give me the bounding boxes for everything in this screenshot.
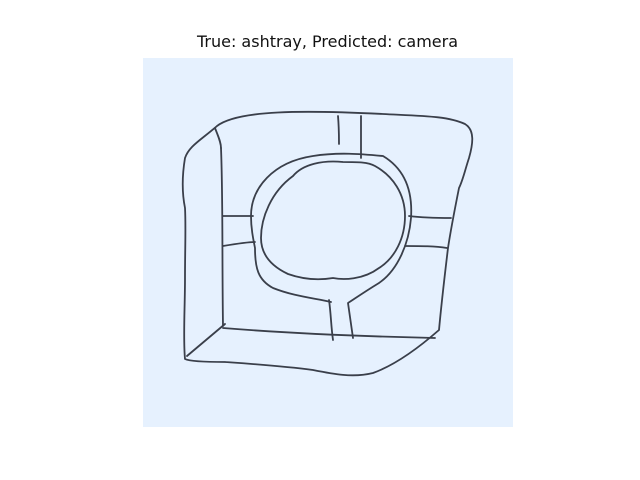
sketch-spoke-right-bottom xyxy=(404,245,448,249)
sketch-ring-inner xyxy=(260,160,406,281)
ashtray-sketch xyxy=(181,110,474,377)
sketch-outer-outline xyxy=(181,110,474,377)
sketch-spoke-top-left xyxy=(337,115,340,145)
sketch-bottom-left-bevel xyxy=(186,323,226,357)
sketch-inner-bottom-edge xyxy=(222,327,436,339)
sketch-spoke-bottom-left xyxy=(328,299,334,341)
sketch-left-edge xyxy=(220,147,224,327)
sketch-ring-outer xyxy=(250,152,413,339)
sketch-spoke-left-bottom xyxy=(222,241,256,247)
sketch-spoke-right-top xyxy=(408,215,452,219)
sketch-panel xyxy=(143,58,513,427)
sketch-top-left-bevel xyxy=(214,127,222,149)
figure-title: True: ashtray, Predicted: camera xyxy=(196,32,459,51)
